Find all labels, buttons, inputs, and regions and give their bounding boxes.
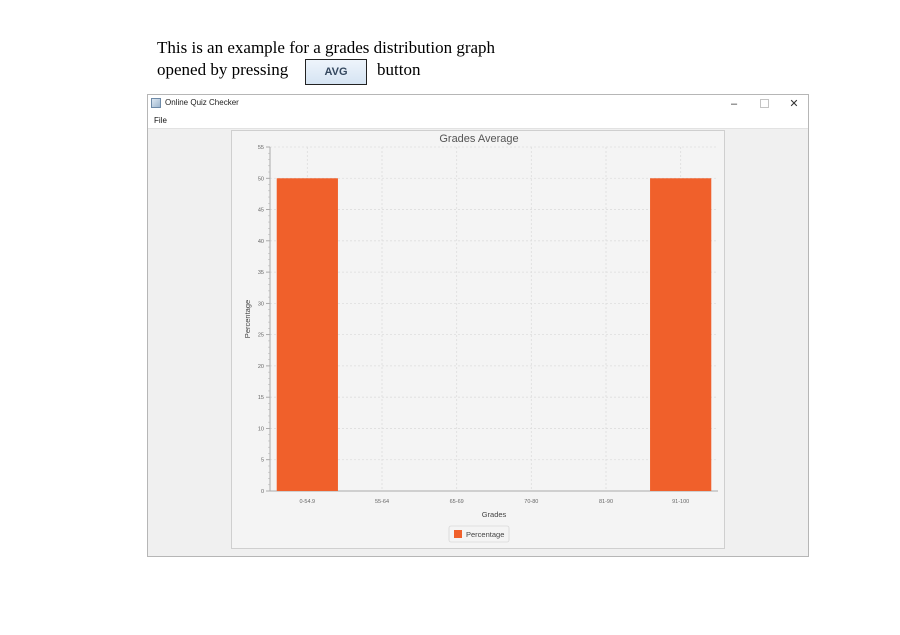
y-tick-label: 55 — [258, 145, 264, 151]
y-tick-label: 5 — [261, 458, 264, 464]
doc-text-button-word: button — [377, 60, 421, 79]
menu-bar: File — [148, 112, 808, 129]
x-tick-label: 65-69 — [450, 499, 464, 505]
chart-panel: 0 5 10 15 20 25 30 35 40 45 50 55 0-54.9 55-64 65-69 70… — [231, 130, 725, 549]
legend-label: Percentage — [466, 530, 504, 539]
bar — [276, 178, 338, 491]
y-tick-label: 10 — [258, 426, 264, 432]
close-button[interactable]: ✕ — [789, 98, 799, 110]
doc-text-line2: opened by pressing — [157, 60, 289, 79]
x-tick-label: 81-90 — [599, 499, 613, 505]
y-tick-label: 25 — [258, 333, 264, 339]
y-tick-label: 45 — [258, 208, 264, 214]
y-tick-label: 35 — [258, 270, 264, 276]
x-tick-label: 55-64 — [375, 499, 389, 505]
y-axis-label: Percentage — [243, 300, 252, 338]
y-tick-label: 50 — [258, 176, 264, 182]
title-bar: Online Quiz Checker – ✕ — [148, 95, 808, 112]
menu-file[interactable]: File — [154, 116, 167, 125]
y-tick-label: 15 — [258, 395, 264, 401]
legend-swatch — [454, 530, 462, 538]
plot-area — [270, 147, 718, 491]
app-window: Online Quiz Checker – ✕ File 0 5 10 15 20 25 3… — [147, 94, 809, 557]
chart-title: Grades Average — [439, 133, 518, 145]
legend-box — [448, 525, 510, 543]
y-tick-label: 0 — [261, 489, 264, 495]
bar — [650, 178, 712, 491]
x-tick-label: 91-100 — [672, 499, 689, 505]
grades-chart: 0 5 10 15 20 25 30 35 40 45 50 55 0-54.9 55-64 65-69 70… — [243, 133, 718, 543]
x-tick-label: 0-54.9 — [300, 499, 316, 505]
minimize-button[interactable]: – — [730, 97, 738, 110]
y-tick-label: 20 — [258, 364, 264, 370]
app-icon — [151, 98, 161, 108]
y-tick-label: 40 — [258, 239, 264, 245]
doc-text-line1: This is an example for a grades distribu… — [157, 38, 496, 57]
x-tick-label: 70-80 — [524, 499, 538, 505]
y-tick-label: 30 — [258, 301, 264, 307]
maximize-button[interactable] — [749, 95, 779, 112]
maximize-icon — [759, 99, 769, 108]
x-axis-label: Grades — [482, 510, 507, 519]
avg-button[interactable]: AVG — [305, 59, 367, 85]
window-title: Online Quiz Checker — [165, 98, 239, 107]
